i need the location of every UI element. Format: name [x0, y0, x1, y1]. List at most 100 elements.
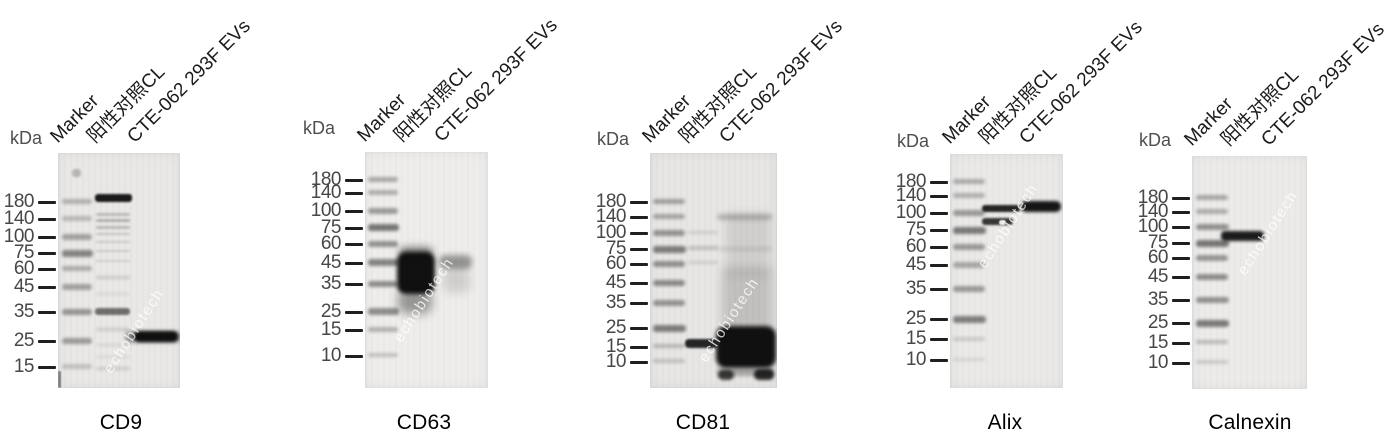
- marker-tick: [345, 355, 363, 358]
- band: [953, 316, 986, 323]
- band: [368, 353, 398, 357]
- marker-tick-label: 100: [310, 200, 342, 221]
- band: [717, 368, 774, 376]
- marker-tick: [38, 340, 56, 343]
- marker-tick-label: 60: [605, 253, 627, 274]
- marker-tick-label: 180: [3, 191, 35, 212]
- band: [368, 259, 399, 266]
- band: [368, 281, 398, 287]
- marker-tick: [345, 311, 363, 314]
- marker-tick-label: 100: [595, 222, 627, 243]
- marker-tick-label: 35: [13, 301, 35, 322]
- marker-tick-label: 75: [13, 242, 35, 263]
- marker-tick-label: 140: [3, 208, 35, 229]
- band: [95, 308, 130, 315]
- marker-tick: [1172, 362, 1190, 365]
- band: [368, 177, 398, 182]
- band: [1021, 201, 1061, 212]
- band: [368, 208, 398, 214]
- band: [1196, 360, 1228, 364]
- marker-tick-label: 60: [320, 233, 342, 254]
- marker-tick: [630, 216, 648, 219]
- marker-tick-label: 25: [1147, 312, 1169, 333]
- marker-tick: [930, 246, 948, 249]
- band: [688, 261, 718, 264]
- marker-tick-label: 15: [605, 336, 627, 357]
- marker-tick-label: 45: [1147, 266, 1169, 287]
- marker-tick: [630, 248, 648, 251]
- band: [1196, 255, 1228, 261]
- marker-tick-label: 25: [13, 330, 35, 351]
- marker-tick: [345, 329, 363, 332]
- marker-tick-label: 180: [895, 171, 927, 192]
- panel-title-cd81: CD81: [675, 411, 731, 434]
- marker-tick-label: 45: [320, 252, 342, 273]
- blot-membrane-cd9: echobiotech: [58, 153, 180, 388]
- band: [62, 364, 92, 369]
- band: [1196, 340, 1228, 344]
- marker-tick: [38, 252, 56, 255]
- marker-tick-label: 140: [310, 182, 342, 203]
- band: [96, 250, 130, 252]
- band: [368, 241, 398, 247]
- marker-tick: [38, 366, 56, 369]
- band: [368, 224, 399, 231]
- marker-tick-label: 100: [3, 226, 35, 247]
- marker-tick-label: 100: [895, 202, 927, 223]
- band: [653, 230, 685, 236]
- band: [953, 227, 986, 234]
- marker-tick-label: 45: [905, 254, 927, 275]
- marker-tick: [345, 227, 363, 230]
- marker-tick-label: 75: [320, 217, 342, 238]
- kda-unit-label: kDa: [303, 118, 336, 138]
- band: [653, 261, 685, 267]
- marker-tick: [1172, 299, 1190, 302]
- band: [953, 358, 985, 361]
- band: [72, 169, 81, 177]
- blot-membrane-cd63: echobiotech: [365, 152, 488, 388]
- marker-tick: [1172, 257, 1190, 260]
- marker-tick-label: 15: [13, 356, 35, 377]
- band: [653, 344, 685, 348]
- marker-tick: [930, 212, 948, 215]
- marker-tick: [630, 232, 648, 235]
- band: [653, 246, 686, 253]
- band: [953, 210, 985, 216]
- marker-tick: [38, 218, 56, 221]
- band: [96, 356, 130, 358]
- marker-tick: [930, 288, 948, 291]
- band: [134, 331, 178, 342]
- band: [1196, 224, 1229, 230]
- marker-tick-label: 15: [905, 328, 927, 349]
- marker-tick: [345, 192, 363, 195]
- marker-tick-label: 45: [13, 276, 35, 297]
- marker-tick-label: 10: [320, 345, 342, 366]
- band: [1196, 274, 1228, 280]
- blot-membrane-cd81: echobiotech: [650, 153, 777, 388]
- band: [96, 241, 130, 243]
- band: [722, 268, 772, 332]
- marker-tick: [930, 229, 948, 232]
- marker-tick: [345, 210, 363, 213]
- band: [726, 213, 770, 275]
- band: [716, 326, 776, 368]
- marker-tick-label: 180: [595, 191, 627, 212]
- band: [953, 244, 985, 250]
- kda-unit-label: kDa: [10, 128, 43, 148]
- band: [96, 233, 130, 235]
- band: [96, 367, 130, 370]
- band: [982, 205, 1020, 212]
- band: [96, 293, 130, 295]
- band: [718, 370, 734, 380]
- band: [999, 220, 1006, 225]
- kda-unit-label: kDa: [597, 129, 630, 149]
- band: [1196, 209, 1228, 214]
- marker-tick-label: 60: [1147, 247, 1169, 268]
- band: [688, 246, 718, 250]
- marker-tick: [630, 263, 648, 266]
- band: [653, 280, 685, 286]
- band: [96, 219, 130, 222]
- band: [653, 359, 685, 363]
- marker-tick: [38, 236, 56, 239]
